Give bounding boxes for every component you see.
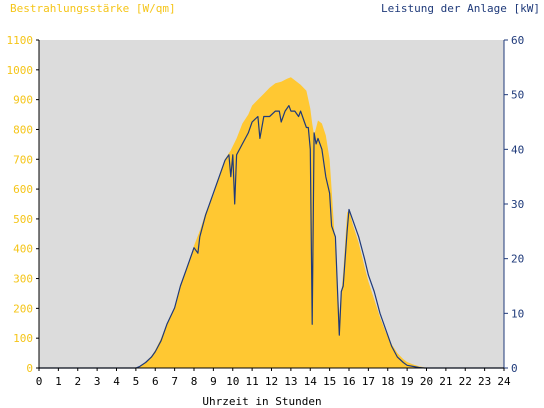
- x-tick-label: 2: [74, 375, 81, 388]
- left-y-tick-label: 400: [13, 243, 33, 256]
- right-y-tick-label: 60: [511, 34, 524, 47]
- irradiance-area: [39, 77, 504, 369]
- x-tick-label: 23: [478, 375, 491, 388]
- x-tick-label: 5: [133, 375, 140, 388]
- x-tick-label: 12: [265, 375, 278, 388]
- left-y-tick-label: 600: [13, 183, 33, 196]
- right-y-tick-label: 50: [511, 89, 524, 102]
- x-ticks: 0 1 2 3 4 5 6 7 8 9 10 11 12 13 14 15 16 17 18 19 20 21 22 23 24: [36, 368, 511, 388]
- right-y-tick-label: 10: [511, 307, 524, 320]
- x-tick-label: 11: [246, 375, 259, 388]
- x-tick-label: 13: [284, 375, 297, 388]
- x-tick-label: 8: [191, 375, 198, 388]
- x-tick-label: 21: [439, 375, 452, 388]
- x-tick-label: 20: [420, 375, 433, 388]
- left-y-tick-label: 0: [26, 362, 33, 375]
- right-y-tick-label: 40: [511, 143, 524, 156]
- x-tick-label: 19: [401, 375, 414, 388]
- x-tick-label: 7: [171, 375, 178, 388]
- x-tick-label: 24: [497, 375, 511, 388]
- x-tick-label: 10: [226, 375, 239, 388]
- power-line: [39, 105, 504, 369]
- left-y-ticks: 0 100 200 300 400 500 600 700 800 900 1000 1100: [7, 34, 39, 375]
- left-y-tick-label: 1100: [7, 34, 34, 47]
- x-tick-label: 9: [210, 375, 217, 388]
- x-tick-label: 15: [323, 375, 336, 388]
- left-y-tick-label: 300: [13, 273, 33, 286]
- x-tick-label: 17: [362, 375, 375, 388]
- left-y-tick-label: 800: [13, 123, 33, 136]
- x-tick-label: 16: [342, 375, 355, 388]
- x-tick-label: 6: [152, 375, 159, 388]
- x-tick-label: 14: [304, 375, 318, 388]
- left-y-tick-label: 500: [13, 213, 33, 226]
- series-layer: [39, 77, 504, 369]
- right-y-tick-label: 20: [511, 253, 524, 266]
- right-y-tick-label: 0: [511, 362, 518, 375]
- x-tick-label: 18: [381, 375, 394, 388]
- left-y-tick-label: 700: [13, 153, 33, 166]
- left-y-tick-label: 900: [13, 94, 33, 107]
- right-y-tick-label: 30: [511, 198, 524, 211]
- x-tick-label: 22: [459, 375, 472, 388]
- left-y-tick-label: 100: [13, 332, 33, 345]
- left-y-tick-label: 200: [13, 302, 33, 315]
- left-axis-title: Bestrahlungsstärke [W/qm]: [10, 2, 176, 15]
- right-y-ticks: 0 10 20 30 40 50 60: [504, 34, 524, 375]
- left-y-tick-label: 1000: [7, 64, 34, 77]
- x-tick-label: 0: [36, 375, 43, 388]
- x-tick-label: 3: [94, 375, 101, 388]
- x-axis-label: Uhrzeit in Stunden: [202, 395, 321, 408]
- x-tick-label: 4: [113, 375, 120, 388]
- x-tick-label: 1: [55, 375, 62, 388]
- right-axis-title: Leistung der Anlage [kW]: [381, 2, 540, 15]
